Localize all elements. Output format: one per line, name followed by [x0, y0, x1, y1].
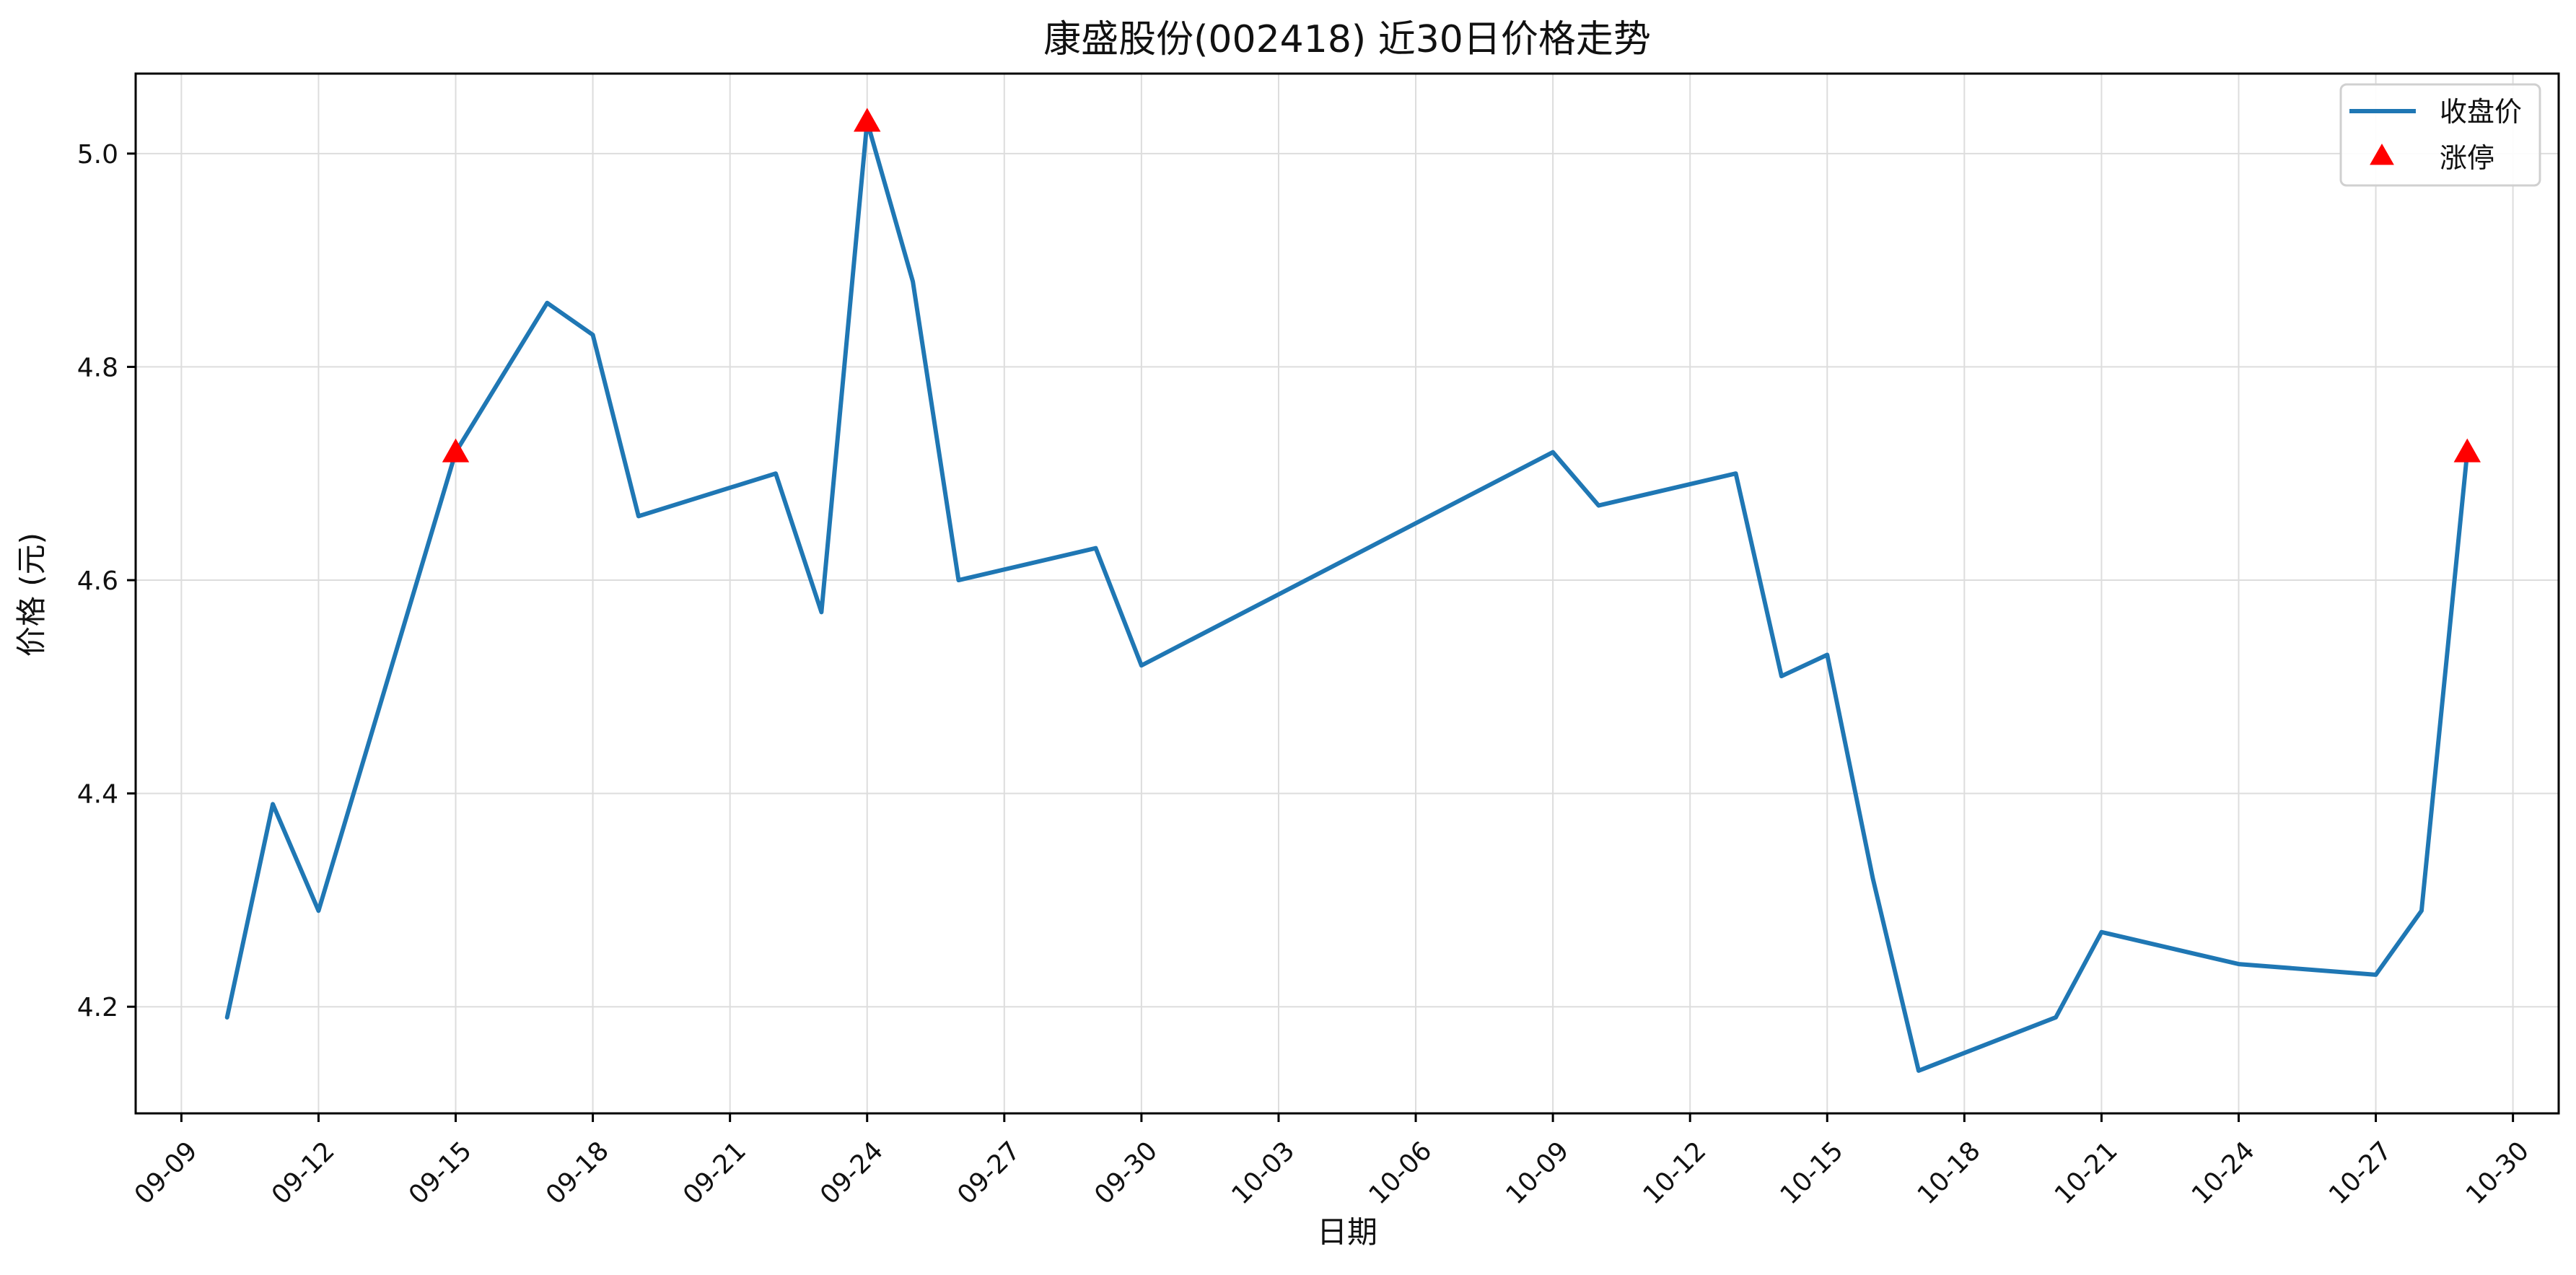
series-layer	[224, 108, 2481, 1073]
close-price-line	[224, 119, 2470, 1073]
x-tick-label: 09-27	[952, 1136, 1026, 1210]
x-tick-label: 09-24	[815, 1136, 889, 1210]
axes-layer: 4.2 4.4 4.6 4.8 5.0 09-09 09-12 09-15 09-18 09-21…	[77, 72, 2560, 1210]
limit-up-marker	[442, 438, 470, 463]
chart-title: 康盛股份(002418) 近30日价格走势	[1043, 18, 1651, 61]
grid-layer	[136, 74, 2559, 1113]
x-tick-label: 10-03	[1226, 1136, 1300, 1210]
legend-label-limit-up: 涨停	[2440, 142, 2494, 174]
y-tick-label: 4.6	[77, 566, 118, 596]
x-tick-label: 10-06	[1363, 1136, 1437, 1210]
x-tick-label: 09-09	[129, 1136, 203, 1210]
x-tick-label: 09-12	[266, 1136, 341, 1210]
x-tick-label: 10-15	[1775, 1136, 1849, 1210]
y-tick-label: 4.8	[77, 353, 118, 382]
x-tick-label: 09-21	[678, 1136, 752, 1210]
plot-frame	[134, 72, 2560, 1115]
x-tick-label: 10-12	[1638, 1136, 1712, 1210]
x-tick-label: 10-21	[2049, 1136, 2124, 1210]
limit-up-marker	[854, 108, 881, 132]
x-tick-label: 10-30	[2461, 1136, 2535, 1210]
y-tick-label: 5.0	[77, 140, 118, 170]
y-tick-label: 4.4	[77, 780, 118, 810]
labels-layer: 康盛股份(002418) 近30日价格走势 日期 价格 (元)	[14, 18, 1651, 1250]
x-tick-label: 10-27	[2323, 1136, 2398, 1210]
legend-label-close: 收盘价	[2440, 96, 2522, 128]
x-tick-label: 09-15	[403, 1136, 478, 1210]
y-tick-label: 4.2	[77, 993, 118, 1022]
x-tick-label: 10-09	[1501, 1136, 1575, 1210]
x-tick-label: 09-18	[540, 1136, 615, 1210]
legend: 收盘价 涨停	[2339, 83, 2541, 187]
y-axis-label: 价格 (元)	[14, 533, 49, 657]
x-tick-label: 10-18	[1912, 1136, 1986, 1210]
x-tick-label: 09-30	[1089, 1136, 1163, 1210]
x-tick-label: 10-24	[2186, 1136, 2261, 1210]
legend-limit-up-marker	[2370, 143, 2394, 165]
limit-up-marker	[2453, 438, 2481, 463]
x-axis-label: 日期	[1317, 1214, 1377, 1250]
